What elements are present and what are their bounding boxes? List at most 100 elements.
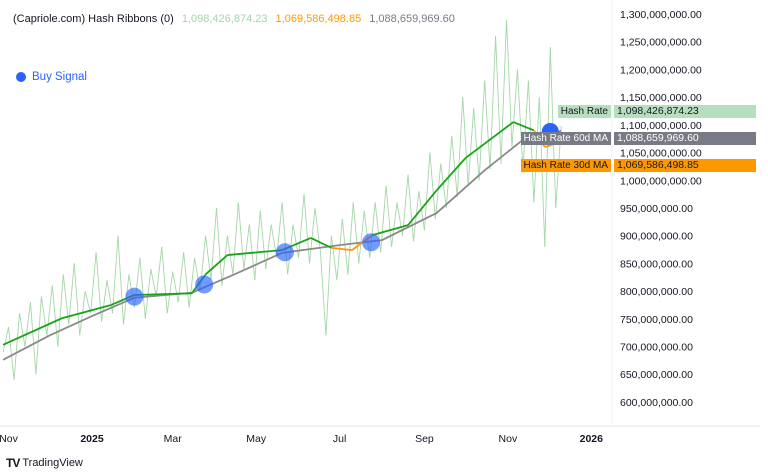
hash-rate-segment — [341, 219, 349, 275]
hash-rate-segment — [445, 135, 453, 209]
ma30-segment — [372, 224, 409, 236]
hash-rate-segment — [456, 97, 464, 197]
x-tick-label: 2026 — [580, 433, 604, 445]
hash-rate-segment — [40, 296, 48, 336]
hash-rate-segment — [265, 224, 272, 269]
buy-signal-marker[interactable] — [275, 243, 294, 262]
hash-rate-segment — [506, 19, 513, 148]
indicator-legend: (Capriole.com) Hash Ribbons (0) 1,098,42… — [13, 13, 460, 25]
tradingview-label: TradingView — [22, 457, 83, 469]
y-tick-label: 1,200,000,000.00 — [620, 64, 702, 76]
hash-rate-segment — [51, 285, 59, 347]
hash-rate-segment — [429, 152, 436, 220]
hash-rate-segment — [314, 207, 321, 253]
price-label-value: 1,069,586,498.85 — [614, 159, 756, 172]
ma30-segment — [310, 237, 332, 249]
legend-ma60-value: 1,088,659,969.60 — [369, 13, 455, 25]
hash-rate-segment — [24, 302, 31, 347]
y-tick-label: 700,000,000.00 — [620, 342, 693, 354]
hash-rate-segment — [484, 80, 491, 170]
hash-rate-segment — [57, 274, 64, 347]
y-tick-label: 600,000,000.00 — [620, 397, 693, 409]
buy-signal-marker[interactable] — [125, 287, 144, 306]
ma30-segment — [331, 246, 353, 251]
hash-rate-segment — [183, 252, 190, 308]
hash-rate-segment — [8, 327, 15, 380]
ma60-line — [2, 130, 562, 361]
tradingview-logo-icon: TV — [6, 456, 20, 470]
hash-rate-segment — [188, 257, 196, 308]
hash-rate-segment — [462, 97, 469, 186]
x-tick-label: Nov — [0, 433, 19, 445]
y-tick-label: 750,000,000.00 — [620, 314, 693, 326]
price-label-name: Hash Rate — [557, 105, 611, 118]
ma30-segment — [227, 249, 283, 256]
hash-rate-segment — [259, 210, 267, 269]
x-tick-label: Nov — [499, 433, 518, 445]
hash-rate-segment — [150, 268, 157, 297]
hash-rate-segment — [117, 235, 124, 325]
ma30-segment — [204, 254, 229, 276]
y-tick-label: 1,050,000,000.00 — [620, 148, 702, 160]
hash-rate-segment — [358, 210, 365, 264]
hash-rate-segment — [522, 80, 529, 170]
hash-rate-segment — [434, 163, 442, 220]
ma30-segment — [464, 121, 514, 159]
y-tick-label: 900,000,000.00 — [620, 231, 693, 243]
y-tick-label: 850,000,000.00 — [620, 258, 693, 270]
y-tick-label: 1,150,000,000.00 — [620, 92, 702, 104]
hash-rate-segment — [347, 202, 354, 275]
hash-rate-segment — [418, 191, 425, 231]
ma30-segment — [134, 292, 192, 296]
hash-rate-segment — [13, 313, 20, 380]
legend-ma30-value: 1,069,586,498.85 — [275, 13, 362, 25]
hash-rate-segment — [216, 207, 223, 286]
hash-rate-segment — [73, 263, 81, 336]
y-tick-label: 1,100,000,000.00 — [620, 120, 702, 132]
x-tick-label: Jul — [333, 433, 346, 445]
hash-rate-segment — [281, 202, 289, 275]
y-tick-label: 950,000,000.00 — [620, 203, 693, 215]
ma30-segment — [2, 317, 63, 346]
ma30-segment — [436, 157, 467, 191]
hash-rate-segment — [161, 246, 168, 314]
hash-rate-segment — [391, 202, 398, 247]
hash-rate-segment — [489, 36, 497, 170]
hash-rate-segment — [172, 271, 179, 303]
hash-rate-segment — [325, 235, 332, 336]
hash-rate-segment — [511, 69, 518, 148]
x-tick-label: 2025 — [80, 433, 104, 445]
hash-rate-segment — [500, 19, 507, 164]
buy-signal-legend: Buy Signal — [16, 71, 87, 83]
buy-signal-marker[interactable] — [195, 275, 214, 294]
indicator-title[interactable]: (Capriole.com) Hash Ribbons (0) — [13, 13, 174, 25]
hash-rate-segment — [380, 185, 387, 253]
price-label-name: Hash Rate 60d MA — [520, 132, 611, 145]
hash-rate-segment — [112, 235, 119, 314]
price-label-name: Hash Rate 30d MA — [520, 159, 611, 172]
hash-rate-segment — [320, 252, 327, 336]
hash-rate-segment — [46, 285, 53, 336]
price-label-value: 1,098,426,874.23 — [614, 105, 756, 118]
ma30-segment — [61, 304, 112, 320]
tradingview-branding[interactable]: TV TradingView — [6, 456, 83, 470]
hash-rate-segment — [303, 194, 310, 264]
hash-rate-segment — [2, 327, 9, 353]
hash-rate-segment — [166, 271, 174, 314]
hash-rate-segment — [423, 152, 431, 231]
hash-rate-segment — [35, 296, 42, 375]
x-tick-label: Mar — [164, 433, 183, 445]
hash-rate-segment — [101, 279, 108, 322]
hash-rate-segment — [237, 202, 245, 269]
hash-rate-segment — [467, 108, 475, 186]
y-tick-label: 800,000,000.00 — [620, 286, 693, 298]
hash-rate-segment — [473, 108, 480, 181]
hash-rate-segment — [440, 163, 447, 209]
hash-rate-segment — [19, 313, 26, 347]
hash-rate-segment — [451, 135, 458, 197]
hash-rate-segment — [95, 252, 103, 322]
buy-signal-marker[interactable] — [362, 233, 381, 252]
ma30-segment — [407, 189, 438, 226]
hash-rate-segment — [68, 263, 75, 325]
